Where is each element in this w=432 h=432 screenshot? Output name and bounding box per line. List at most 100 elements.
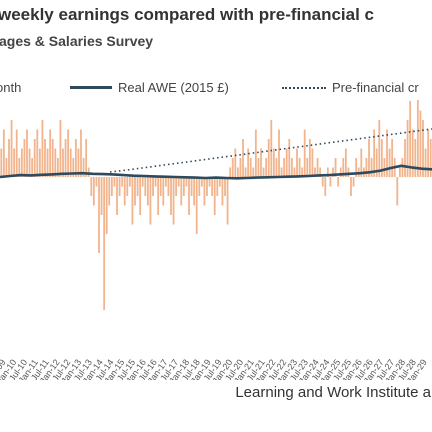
bar bbox=[419, 110, 422, 177]
bar bbox=[236, 167, 239, 177]
legend-label-bars: onth bbox=[0, 80, 22, 95]
bar bbox=[38, 148, 41, 177]
bar bbox=[339, 167, 342, 177]
bar bbox=[74, 139, 77, 177]
bar bbox=[406, 120, 409, 177]
bar bbox=[134, 177, 136, 206]
bar bbox=[262, 167, 265, 177]
bar bbox=[424, 148, 427, 177]
bar bbox=[229, 167, 232, 177]
legend-item-bars: onth bbox=[0, 80, 21, 95]
bar bbox=[0, 148, 3, 177]
bar bbox=[67, 129, 70, 177]
bar bbox=[100, 177, 103, 215]
bar bbox=[18, 158, 21, 177]
chart-subtitle: ages & Salaries Survey bbox=[0, 33, 154, 49]
bar bbox=[13, 148, 16, 177]
real-awe-line bbox=[0, 164, 432, 180]
bar bbox=[33, 139, 36, 177]
bar bbox=[198, 177, 201, 196]
bar bbox=[54, 148, 57, 177]
bar bbox=[352, 177, 355, 187]
bar bbox=[5, 158, 8, 177]
bar bbox=[396, 177, 399, 206]
bar bbox=[139, 177, 142, 215]
bar bbox=[23, 139, 26, 177]
bar bbox=[213, 177, 216, 215]
bar bbox=[177, 177, 180, 187]
bar bbox=[64, 139, 67, 177]
bar bbox=[172, 177, 175, 225]
chart-title: weekly earnings compared with pre-financ… bbox=[0, 5, 375, 24]
bar bbox=[252, 167, 255, 177]
bar bbox=[404, 139, 406, 177]
bar bbox=[285, 148, 288, 177]
bars-layer bbox=[0, 100, 432, 310]
x-tick-labels-layer: Jul-09Jan-10Jul-10Jan-11Jul-11Jan-12Jul-… bbox=[0, 357, 429, 380]
bar bbox=[164, 177, 167, 187]
bar bbox=[301, 167, 304, 177]
bar bbox=[314, 167, 316, 177]
pre-crisis-trend-line bbox=[109, 128, 432, 173]
bar bbox=[226, 177, 229, 225]
bar bbox=[416, 100, 419, 177]
legend-label-pre-crisis: Pre-financial cr bbox=[332, 80, 419, 95]
bar bbox=[123, 177, 126, 206]
bar bbox=[334, 158, 337, 177]
bar bbox=[337, 177, 340, 187]
bar bbox=[355, 158, 358, 177]
bar bbox=[216, 177, 219, 196]
bar bbox=[188, 177, 190, 215]
bar bbox=[303, 129, 306, 177]
bar bbox=[110, 177, 113, 196]
bar bbox=[360, 148, 363, 177]
bar bbox=[383, 158, 386, 177]
bar bbox=[344, 148, 347, 177]
trend-layer bbox=[109, 128, 432, 173]
legend-swatch-real-awe bbox=[70, 86, 112, 89]
bar bbox=[211, 177, 214, 196]
bar bbox=[193, 177, 196, 206]
bar bbox=[31, 158, 34, 177]
bar bbox=[159, 177, 162, 196]
bar bbox=[409, 101, 412, 177]
bar bbox=[324, 177, 327, 196]
legend-item-pre-crisis: Pre-financial cr bbox=[282, 80, 419, 95]
bar bbox=[190, 177, 193, 196]
bar bbox=[224, 177, 226, 196]
bar bbox=[429, 139, 432, 177]
bar bbox=[36, 129, 39, 177]
bar bbox=[80, 129, 82, 177]
bar bbox=[103, 177, 106, 310]
bar bbox=[200, 177, 203, 187]
bar bbox=[82, 158, 85, 177]
bar bbox=[414, 139, 417, 177]
legend-swatch-pre-crisis bbox=[282, 86, 326, 89]
bar bbox=[62, 148, 64, 177]
bar bbox=[218, 177, 221, 187]
bar bbox=[411, 129, 414, 177]
bar bbox=[290, 158, 293, 177]
bar bbox=[146, 177, 149, 206]
bar bbox=[49, 129, 52, 177]
bar bbox=[378, 120, 381, 177]
bar bbox=[56, 158, 59, 177]
bar bbox=[244, 167, 247, 177]
bar bbox=[239, 158, 242, 177]
bar bbox=[265, 158, 268, 177]
bar bbox=[162, 177, 165, 206]
bar bbox=[105, 177, 108, 234]
bar bbox=[388, 148, 391, 177]
bar bbox=[2, 129, 5, 177]
bar bbox=[121, 177, 124, 187]
bar bbox=[311, 148, 314, 177]
bar bbox=[206, 177, 208, 196]
bar bbox=[391, 139, 394, 177]
bar bbox=[375, 148, 378, 177]
bar bbox=[380, 139, 383, 177]
bar bbox=[10, 120, 13, 177]
bar bbox=[185, 177, 188, 187]
bar bbox=[170, 177, 172, 215]
bar bbox=[293, 167, 296, 177]
bar bbox=[422, 120, 424, 177]
